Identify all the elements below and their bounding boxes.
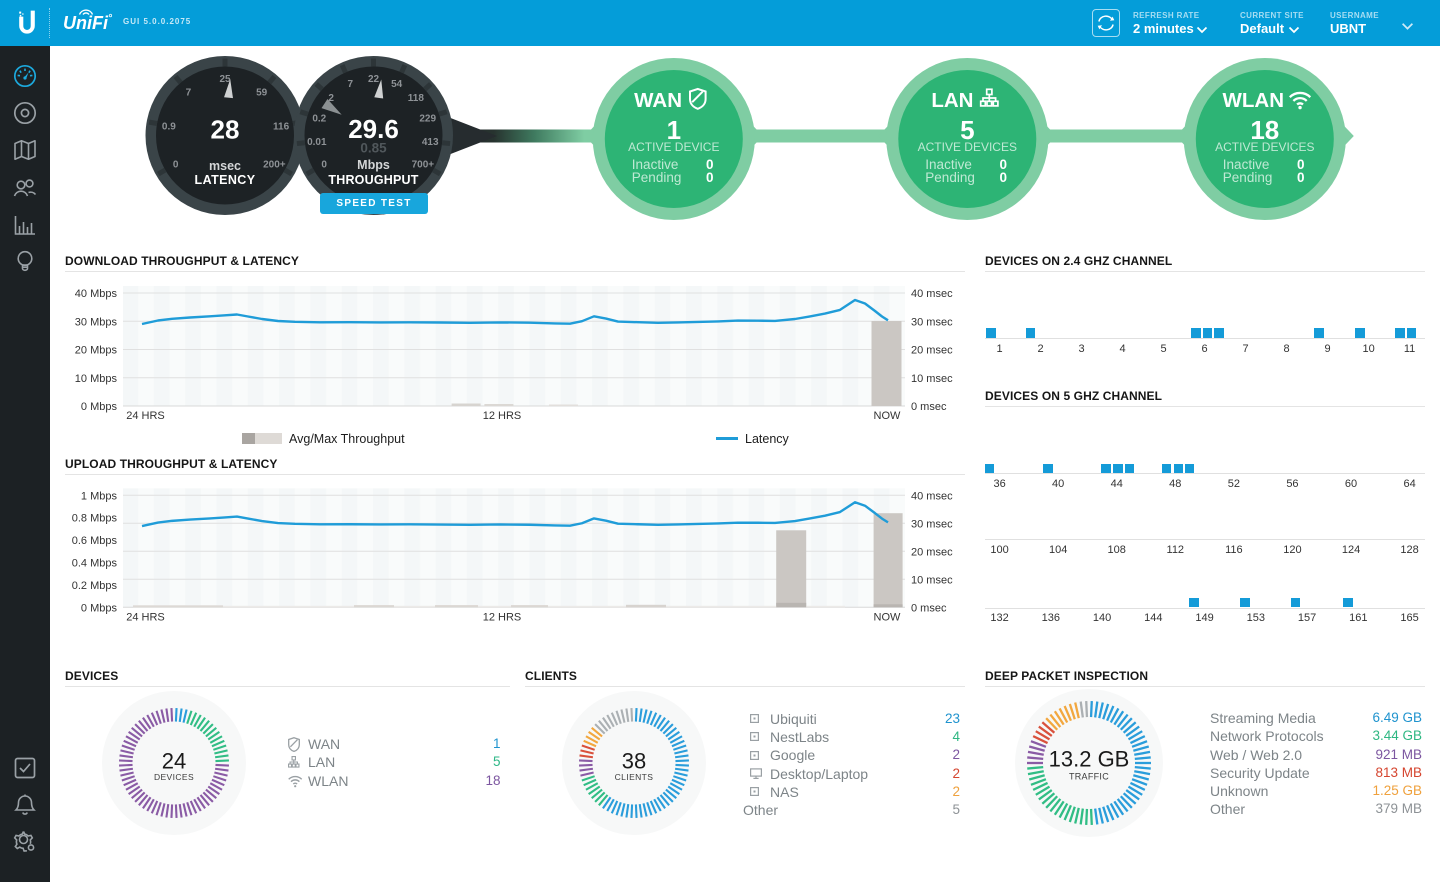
svg-text:0.6 Mbps: 0.6 Mbps (72, 535, 118, 547)
svg-text:200+: 200+ (263, 160, 286, 171)
svg-text:0.01: 0.01 (307, 137, 327, 148)
svg-text:Inactive: Inactive (925, 157, 972, 172)
svg-text:413: 413 (422, 137, 439, 148)
svg-text:0: 0 (1000, 157, 1008, 172)
svg-text:Inactive: Inactive (632, 157, 679, 172)
svg-text:0.2 Mbps: 0.2 Mbps (72, 580, 118, 592)
svg-text:7: 7 (186, 88, 192, 99)
svg-text:0: 0 (1000, 170, 1008, 185)
svg-text:ACTIVE DEVICES: ACTIVE DEVICES (1215, 140, 1314, 154)
svg-text:1: 1 (667, 115, 681, 145)
svg-text:Pending: Pending (1223, 170, 1273, 185)
svg-text:0: 0 (706, 170, 714, 185)
svg-text:ACTIVE DEVICES: ACTIVE DEVICES (918, 140, 1017, 154)
svg-text:0 msec: 0 msec (911, 602, 947, 614)
svg-text:0 Mbps: 0 Mbps (81, 602, 118, 614)
svg-text:1 Mbps: 1 Mbps (81, 490, 118, 502)
svg-text:54: 54 (391, 79, 403, 90)
svg-text:7: 7 (348, 79, 354, 90)
svg-text:WAN: WAN (634, 89, 682, 112)
svg-text:0.9: 0.9 (162, 121, 176, 132)
svg-text:0: 0 (706, 157, 714, 172)
svg-text:40 msec: 40 msec (911, 288, 953, 300)
svg-text:0: 0 (1297, 170, 1305, 185)
svg-text:40 Mbps: 40 Mbps (75, 288, 118, 300)
svg-text:10 Mbps: 10 Mbps (75, 373, 118, 385)
svg-text:msec: msec (209, 159, 241, 173)
svg-text:2: 2 (328, 93, 334, 104)
svg-text:20 Mbps: 20 Mbps (75, 345, 118, 357)
svg-text:LAN: LAN (931, 89, 973, 112)
svg-text:TRAFFIC: TRAFFIC (1069, 772, 1109, 782)
svg-text:22: 22 (368, 74, 380, 85)
svg-text:NOW: NOW (874, 612, 902, 624)
svg-text:24: 24 (162, 748, 186, 773)
svg-text:18: 18 (1250, 115, 1279, 145)
svg-text:30 msec: 30 msec (911, 316, 953, 328)
svg-text:0 Mbps: 0 Mbps (81, 401, 118, 413)
svg-text:0: 0 (1297, 157, 1305, 172)
svg-text:30 msec: 30 msec (911, 518, 953, 530)
svg-text:59: 59 (256, 88, 268, 99)
svg-text:12 HRS: 12 HRS (483, 410, 522, 422)
svg-text:10 msec: 10 msec (911, 574, 953, 586)
svg-text:Pending: Pending (632, 170, 682, 185)
svg-text:40 msec: 40 msec (911, 490, 953, 502)
svg-text:25: 25 (219, 74, 231, 85)
svg-text:38: 38 (622, 748, 646, 773)
svg-text:0 msec: 0 msec (911, 401, 947, 413)
svg-text:700+: 700+ (412, 160, 435, 171)
svg-text:0.4 Mbps: 0.4 Mbps (72, 558, 118, 570)
svg-text:10 msec: 10 msec (911, 373, 953, 385)
svg-text:28: 28 (211, 115, 240, 145)
svg-text:24 HRS: 24 HRS (126, 410, 165, 422)
svg-text:29.6: 29.6 (348, 114, 399, 144)
svg-text:0: 0 (321, 160, 327, 171)
svg-text:0.2: 0.2 (312, 114, 326, 125)
svg-text:CLIENTS: CLIENTS (615, 772, 654, 782)
svg-text:0: 0 (173, 160, 179, 171)
svg-text:20 msec: 20 msec (911, 345, 953, 357)
svg-text:20 msec: 20 msec (911, 546, 953, 558)
svg-text:30 Mbps: 30 Mbps (75, 316, 118, 328)
svg-text:LATENCY: LATENCY (195, 173, 256, 187)
svg-text:0.8 Mbps: 0.8 Mbps (72, 513, 118, 525)
svg-text:NOW: NOW (874, 410, 902, 422)
svg-text:118: 118 (408, 93, 425, 104)
svg-text:229: 229 (419, 114, 436, 125)
svg-text:WLAN: WLAN (1223, 89, 1284, 112)
svg-text:Inactive: Inactive (1223, 157, 1270, 172)
svg-text:ACTIVE DEVICE: ACTIVE DEVICE (628, 140, 719, 154)
svg-text:13.2 GB: 13.2 GB (1049, 747, 1130, 772)
svg-text:24 HRS: 24 HRS (126, 612, 165, 624)
svg-text:12 HRS: 12 HRS (483, 612, 522, 624)
svg-text:0.85: 0.85 (360, 141, 387, 156)
svg-text:DEVICES: DEVICES (154, 772, 194, 782)
svg-text:Mbps: Mbps (357, 158, 390, 172)
svg-text:THROUGHPUT: THROUGHPUT (328, 173, 418, 187)
svg-text:116: 116 (273, 121, 290, 132)
svg-text:Pending: Pending (925, 170, 975, 185)
svg-text:5: 5 (960, 115, 974, 145)
